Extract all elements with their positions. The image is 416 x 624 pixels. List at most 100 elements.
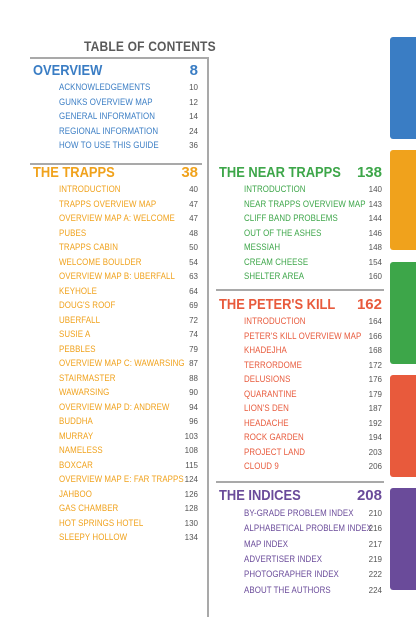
toc-entry[interactable]: MURRAY 103 [59, 431, 198, 442]
toc-entry[interactable]: KHADEJHA 168 [244, 345, 382, 356]
toc-entry-page: 115 [185, 460, 198, 470]
toc-entry-page: 74 [189, 330, 198, 339]
tab-overview[interactable] [390, 37, 416, 139]
toc-entry[interactable]: JAHBOO 126 [59, 489, 198, 500]
toc-entry[interactable]: SLEEPY HOLLOW 134 [59, 532, 198, 543]
toc-entry[interactable]: UBERFALL 72 [59, 315, 198, 326]
toc-entry[interactable]: DOUG'S ROOF 69 [59, 300, 198, 311]
toc-entry-page: 87 [189, 359, 198, 368]
toc-entry[interactable]: OVERVIEW MAP E: FAR TRAPPS 124 [59, 474, 198, 485]
toc-entry[interactable]: PROJECT LAND 203 [244, 447, 382, 458]
toc-entry[interactable]: TERRORDOME 172 [244, 360, 382, 371]
toc-entry[interactable]: WELCOME BOULDER 54 [59, 257, 198, 268]
toc-entry[interactable]: INTRODUCTION 164 [244, 316, 382, 327]
toc-entry[interactable]: CLIFF BAND PROBLEMS 144 [244, 213, 382, 224]
section-divider [216, 289, 384, 291]
section-heading[interactable]: OVERVIEW [33, 62, 103, 79]
toc-entry[interactable]: OUT OF THE ASHES 146 [244, 228, 382, 239]
toc-entry-label: BUDDHA [59, 416, 93, 426]
toc-entry[interactable]: TRAPPS OVERVIEW MAP 47 [59, 199, 198, 210]
toc-entry[interactable]: TRAPPS CABIN 50 [59, 242, 198, 253]
toc-entry[interactable]: HOW TO USE THIS GUIDE 36 [59, 140, 198, 151]
toc-entry[interactable]: BY-GRADE PROBLEM INDEX 210 [244, 508, 382, 519]
toc-entry[interactable]: WAWARSING 90 [59, 387, 198, 398]
tab-the-trapps[interactable] [390, 150, 416, 250]
toc-entry-label: ACKNOWLEDGEMENTS [59, 82, 151, 92]
toc-entry-label: JAHBOO [59, 488, 93, 499]
toc-entry[interactable]: GUNKS OVERVIEW MAP 12 [59, 97, 198, 108]
tab-the-indices[interactable] [390, 488, 416, 590]
toc-entry-page: 48 [189, 228, 198, 238]
toc-entry-label: LION'S DEN [244, 403, 289, 413]
toc-entry[interactable]: DELUSIONS 176 [244, 374, 382, 385]
tab-the-peters-kill[interactable] [390, 375, 416, 477]
toc-entry[interactable]: ROCK GARDEN 194 [244, 432, 382, 443]
toc-entry[interactable]: QUARANTINE 179 [244, 389, 382, 400]
toc-entry-label: ROCK GARDEN [244, 432, 304, 442]
toc-entry[interactable]: SUSIE A 74 [59, 329, 198, 340]
toc-entry-label: MAP INDEX [244, 538, 289, 549]
toc-entry[interactable]: OVERVIEW MAP D: ANDREW 94 [59, 402, 198, 413]
toc-entry-page: 166 [368, 331, 382, 341]
toc-entry[interactable]: GENERAL INFORMATION 14 [59, 111, 198, 122]
section-heading[interactable]: THE INDICES [219, 487, 301, 504]
toc-entry[interactable]: BOXCAR 115 [59, 460, 198, 471]
toc-entry[interactable]: ACKNOWLEDGEMENTS 10 [59, 82, 198, 93]
toc-entry[interactable]: MESSIAH 148 [244, 242, 382, 253]
toc-entry-page: 222 [368, 570, 382, 580]
toc-entry-label: HOT SPRINGS HOTEL [59, 517, 144, 528]
title-divider [30, 57, 208, 59]
toc-entry-label: OVERVIEW MAP C: WAWARSING [59, 358, 185, 368]
tab-the-near-trapps[interactable] [390, 262, 416, 364]
toc-entry[interactable]: ADVERTISER INDEX 219 [244, 554, 382, 565]
toc-entry[interactable]: HOT SPRINGS HOTEL 130 [59, 518, 198, 529]
toc-entry[interactable]: OVERVIEW MAP B: UBERFALL 63 [59, 271, 198, 282]
toc-entry-label: ALPHABETICAL PROBLEM INDEX [244, 523, 372, 534]
toc-entry[interactable]: NAMELESS 108 [59, 445, 198, 456]
toc-entry-page: 172 [368, 360, 382, 370]
toc-entry[interactable]: CLOUD 9 206 [244, 461, 382, 472]
toc-entry-page: 134 [184, 533, 198, 542]
toc-entry[interactable]: OVERVIEW MAP C: WAWARSING 87 [59, 358, 198, 369]
toc-entry[interactable]: MAP INDEX 217 [244, 539, 382, 550]
toc-entry-label: OVERVIEW MAP B: UBERFALL [59, 271, 175, 281]
toc-entry[interactable]: INTRODUCTION 40 [59, 184, 198, 195]
toc-entry[interactable]: INTRODUCTION 140 [244, 184, 382, 195]
toc-entry[interactable]: REGIONAL INFORMATION 24 [59, 126, 198, 137]
section-heading[interactable]: THE PETER'S KILL [219, 296, 336, 313]
section-heading[interactable]: THE NEAR TRAPPS [219, 164, 341, 181]
toc-entry-label: NEAR TRAPPS OVERVIEW MAP [244, 198, 366, 209]
toc-entry[interactable]: ABOUT THE AUTHORS 224 [244, 585, 382, 596]
toc-entry[interactable]: PETER'S KILL OVERVIEW MAP 166 [244, 331, 382, 342]
toc-entry-page: 187 [368, 404, 382, 413]
toc-entry[interactable]: GAS CHAMBER 128 [59, 503, 198, 514]
toc-entry-label: TERRORDOME [244, 359, 302, 370]
toc-entry-page: 164 [368, 317, 382, 326]
section-page-number: 162 [356, 296, 382, 313]
toc-entry[interactable]: ALPHABETICAL PROBLEM INDEX 216 [244, 523, 382, 534]
toc-entry[interactable]: NEAR TRAPPS OVERVIEW MAP 143 [244, 199, 382, 210]
toc-entry[interactable]: SHELTER AREA 160 [244, 271, 382, 282]
toc-entry[interactable]: PEBBLES 79 [59, 344, 198, 355]
toc-entry-label: DOUG'S ROOF [59, 300, 116, 310]
section-heading[interactable]: THE TRAPPS [33, 164, 115, 181]
toc-entry-label: INTRODUCTION [244, 316, 306, 326]
toc-entry-page: 50 [189, 243, 198, 252]
toc-entry[interactable]: LION'S DEN 187 [244, 403, 382, 414]
toc-entry-label: STAIRMASTER [59, 372, 116, 383]
toc-entry[interactable]: OVERVIEW MAP A: WELCOME 47 [59, 213, 198, 224]
toc-entry[interactable]: CREAM CHEESE 154 [244, 257, 382, 268]
toc-entry[interactable]: STAIRMASTER 88 [59, 373, 198, 384]
toc-entry-label: ADVERTISER INDEX [244, 553, 323, 564]
toc-entry-label: MESSIAH [244, 242, 281, 252]
toc-entry[interactable]: BUDDHA 96 [59, 416, 198, 427]
toc-entry-page: 24 [189, 126, 198, 136]
toc-entry[interactable]: HEADACHE 192 [244, 418, 382, 429]
toc-entry[interactable]: PHOTOGRAPHER INDEX 222 [244, 569, 382, 580]
toc-entry-page: 90 [189, 388, 198, 397]
toc-entry[interactable]: PUBES 48 [59, 228, 198, 239]
page-title: TABLE OF CONTENTS [84, 38, 216, 54]
toc-entry-label: KEYHOLE [59, 285, 97, 296]
toc-entry-page: 69 [189, 301, 198, 310]
toc-entry[interactable]: KEYHOLE 64 [59, 286, 198, 297]
